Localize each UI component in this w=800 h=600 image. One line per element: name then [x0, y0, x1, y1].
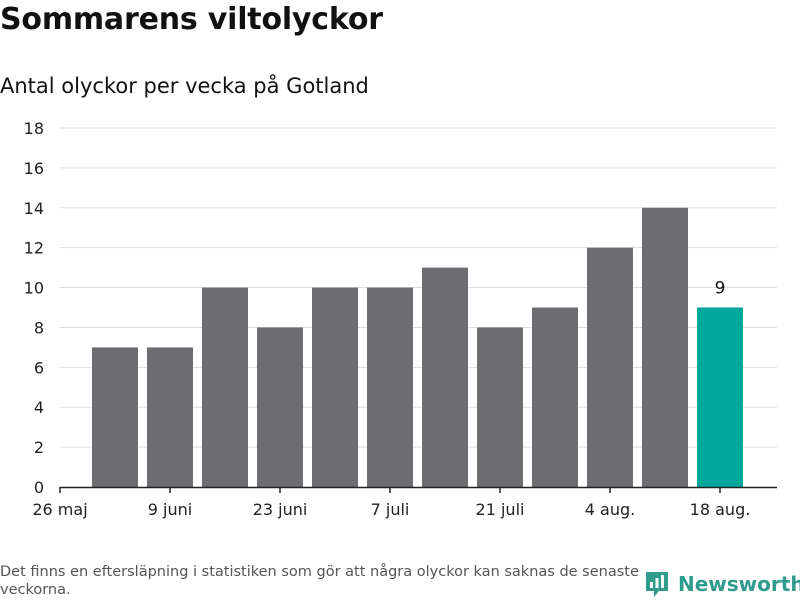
bar	[697, 307, 743, 487]
data-label: 9	[715, 279, 726, 299]
y-tick-label: 14	[24, 199, 44, 218]
bar	[477, 327, 523, 487]
x-tick-label: 4 aug.	[585, 500, 635, 519]
data-labels: 9	[715, 279, 726, 299]
chart-subtitle: Antal olyckor per vecka på Gotland	[0, 74, 369, 98]
x-tick-label: 23 juni	[253, 500, 308, 519]
y-tick-label: 8	[34, 318, 44, 337]
y-tick-label: 6	[34, 358, 44, 377]
y-tick-label: 10	[24, 279, 44, 298]
y-tick-label: 16	[24, 159, 44, 178]
brand[interactable]: Newsworthy	[644, 570, 800, 598]
bar	[587, 247, 633, 487]
y-tick-label: 0	[34, 478, 44, 497]
y-tick-label: 2	[34, 438, 44, 457]
bar-chart: 0 2 4 6 8 10 12 14 16 18 9 26 maj 9 juni 23 juni 7 j…	[24, 119, 777, 519]
y-axis: 0 2 4 6 8 10 12 14 16 18	[24, 119, 44, 497]
y-tick-label: 18	[24, 119, 44, 138]
x-tick-label: 26 maj	[32, 500, 87, 519]
bar	[202, 287, 248, 487]
bar	[312, 287, 358, 487]
brand-name: Newsworthy	[678, 572, 800, 596]
bar	[92, 347, 138, 487]
bar	[422, 267, 468, 487]
bar	[532, 307, 578, 487]
footnote: Det finns en eftersläpning i statistiken…	[0, 564, 639, 598]
bar	[147, 347, 193, 487]
newsworthy-logo-icon	[646, 572, 668, 597]
x-tick-label: 9 juni	[148, 500, 192, 519]
bars	[92, 207, 743, 487]
x-axis: 26 maj 9 juni 23 juni 7 juli 21 juli 4 aug. 18…	[32, 486, 777, 519]
y-tick-label: 4	[34, 398, 44, 417]
bar	[257, 327, 303, 487]
x-tick-label: 18 aug.	[690, 500, 751, 519]
y-tick-label: 12	[24, 239, 44, 258]
x-tick-label: 21 juli	[476, 500, 525, 519]
bar	[367, 287, 413, 487]
x-tick-label: 7 juli	[371, 500, 410, 519]
chart-title: Sommarens viltolyckor	[0, 2, 383, 37]
bar	[642, 207, 688, 487]
